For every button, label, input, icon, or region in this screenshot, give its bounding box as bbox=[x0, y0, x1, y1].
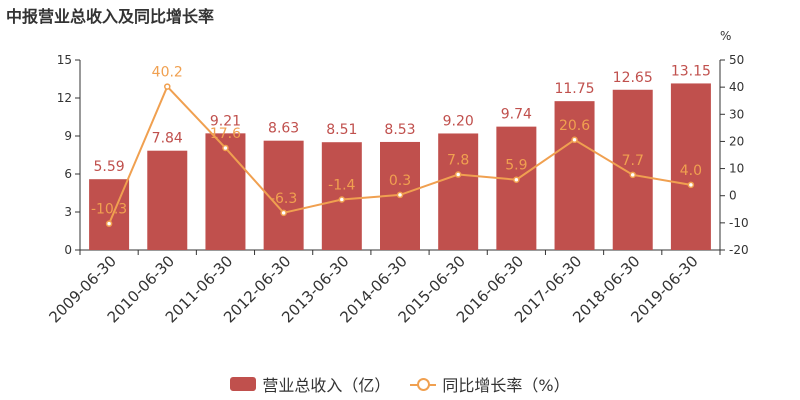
growth-point bbox=[338, 196, 346, 203]
growth-point-label: 0.3 bbox=[389, 173, 411, 189]
growth-point-label: 20.6 bbox=[559, 118, 590, 134]
growth-point-label: -10.3 bbox=[91, 202, 127, 218]
y-left-tick-label: 9 bbox=[64, 129, 72, 143]
growth-point-label: 17.6 bbox=[210, 126, 241, 142]
revenue-bar-label: 8.53 bbox=[384, 122, 415, 138]
y-left-tick-label: 3 bbox=[64, 205, 72, 219]
revenue-bar bbox=[263, 140, 304, 250]
legend-item-revenue[interactable]: 营业总收入（亿） bbox=[230, 372, 390, 396]
revenue-bar-label: 13.15 bbox=[671, 63, 711, 79]
growth-point-label: 4.0 bbox=[680, 163, 702, 179]
growth-point-label: -1.4 bbox=[328, 178, 355, 194]
y-right-unit: % bbox=[720, 29, 731, 43]
y-left-tick-label: 6 bbox=[64, 167, 72, 181]
y-right-tick-label: 40 bbox=[729, 80, 744, 94]
growth-point bbox=[164, 83, 171, 90]
revenue-bar bbox=[205, 133, 246, 250]
growth-point-label: 5.9 bbox=[505, 158, 527, 174]
y-right-tick-label: 50 bbox=[729, 53, 744, 67]
revenue-bar bbox=[321, 142, 362, 250]
y-left-tick-label: 15 bbox=[57, 53, 72, 67]
y-right-tick-label: -10 bbox=[729, 216, 749, 230]
legend-item-growth[interactable]: 同比增长率（%） bbox=[410, 372, 570, 396]
growth-point-label: 7.8 bbox=[447, 153, 469, 169]
revenue-bar-label: 11.75 bbox=[554, 81, 594, 97]
growth-point bbox=[629, 171, 636, 179]
legend: 营业总收入（亿） 同比增长率（%） bbox=[0, 372, 800, 396]
revenue-bar bbox=[554, 101, 595, 251]
revenue-bar-label: 5.59 bbox=[94, 159, 125, 175]
growth-point bbox=[513, 176, 520, 183]
revenue-bar-label: 9.21 bbox=[210, 113, 241, 129]
y-right-tick-label: 30 bbox=[729, 107, 744, 121]
revenue-bar-label: 8.63 bbox=[268, 121, 299, 137]
y-left-tick-label: 0 bbox=[64, 243, 72, 257]
growth-point bbox=[454, 171, 462, 178]
revenue-bar-label: 9.20 bbox=[443, 113, 474, 129]
y-right-tick-label: 10 bbox=[729, 162, 744, 176]
growth-point bbox=[571, 136, 578, 144]
revenue-bar bbox=[612, 89, 653, 251]
legend-line-label: 同比增长率（%） bbox=[442, 376, 570, 395]
chart-title: 中报营业总收入及同比增长率 bbox=[6, 7, 215, 26]
growth-point bbox=[222, 144, 229, 152]
legend-bar-swatch bbox=[230, 377, 257, 391]
revenue-bar bbox=[147, 150, 188, 250]
y-right-tick-label: 20 bbox=[729, 134, 744, 148]
growth-point bbox=[396, 191, 404, 199]
revenue-bar bbox=[438, 133, 479, 250]
growth-point-label: 40.2 bbox=[152, 65, 183, 81]
revenue-bar-label: 9.74 bbox=[501, 107, 532, 123]
legend-bar-label: 营业总收入（亿） bbox=[262, 376, 391, 395]
growth-point-label: -6.3 bbox=[270, 191, 297, 207]
growth-point bbox=[687, 181, 695, 189]
y-right-tick-label: -20 bbox=[729, 243, 749, 257]
revenue-bar-label: 12.65 bbox=[613, 70, 653, 86]
y-left-tick-label: 12 bbox=[57, 91, 72, 105]
revenue-bar bbox=[496, 126, 537, 250]
legend-line-swatch bbox=[410, 377, 437, 391]
revenue-bar-label: 7.84 bbox=[152, 131, 183, 147]
revenue-bar bbox=[670, 83, 711, 250]
growth-point-label: 7.7 bbox=[622, 153, 644, 169]
growth-point bbox=[105, 220, 113, 227]
revenue-bar-label: 8.51 bbox=[326, 122, 357, 138]
growth-point bbox=[280, 209, 287, 217]
y-right-tick-label: 0 bbox=[729, 189, 737, 203]
chart-canvas: 03691215-20-1001020304050%2009-06-302010… bbox=[46, 29, 749, 326]
